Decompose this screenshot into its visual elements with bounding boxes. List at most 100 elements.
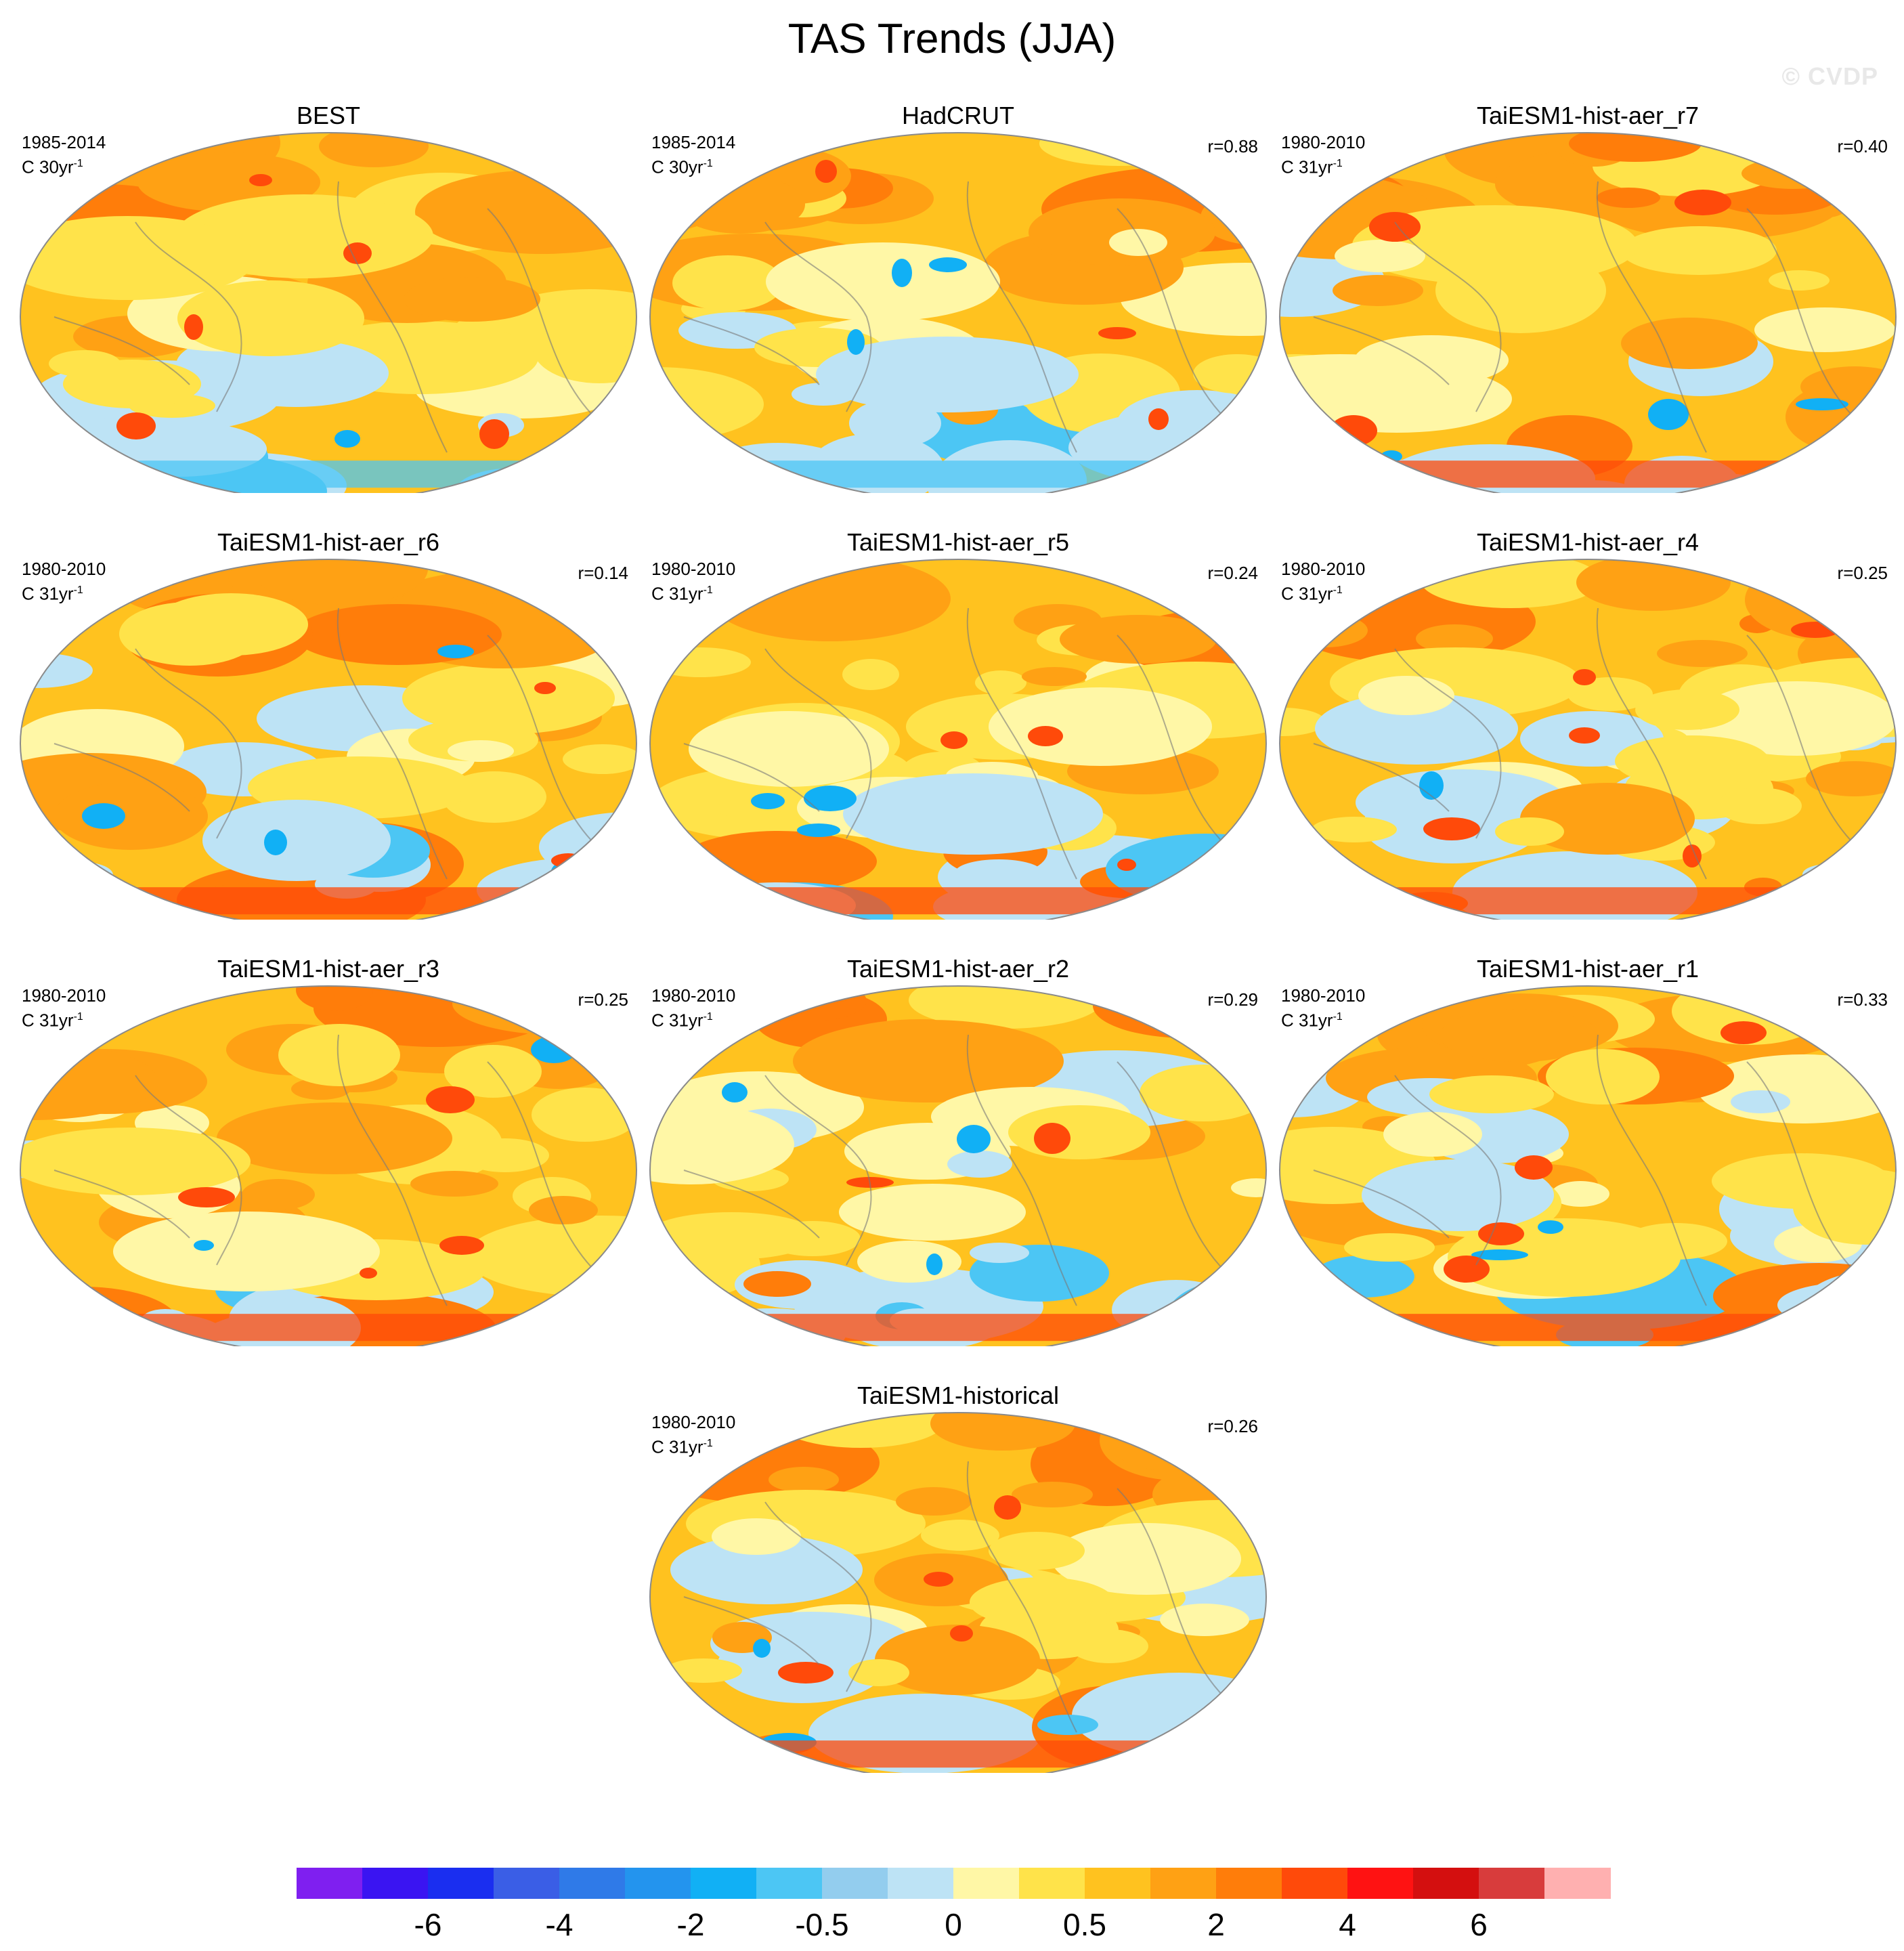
coastline xyxy=(1313,607,1856,880)
contour-blob xyxy=(970,1243,1029,1263)
contour-blob xyxy=(531,1036,577,1063)
map-panel: TaiESM1-hist-aer_r3 1980-2010 C 31yr-1 r=0.… xyxy=(14,953,643,1346)
panel-correlation: r=0.88 xyxy=(1207,136,1258,156)
contour-blob xyxy=(82,803,125,829)
contour-blob xyxy=(278,1024,400,1086)
map-panel: TaiESM1-historical 1980-2010 C 31yr-1 r=0.2… xyxy=(643,1380,1273,1773)
robinson-map xyxy=(20,559,637,920)
contour-blob xyxy=(343,242,372,264)
southern-ocean-band xyxy=(650,1740,1266,1768)
colorbar-cell xyxy=(822,1868,888,1899)
map-outline xyxy=(1279,985,1897,1346)
contour-blob xyxy=(766,242,1000,321)
contour-blob xyxy=(293,604,502,665)
contour-blob xyxy=(926,1253,943,1275)
contour-blob xyxy=(816,337,1079,412)
contour-blob xyxy=(764,1221,861,1256)
contour-blob xyxy=(1352,205,1638,285)
contour-blob xyxy=(1573,669,1596,685)
contour-blob xyxy=(797,823,840,837)
contour-blob xyxy=(722,1082,748,1102)
colorbar-label: -4 xyxy=(545,1907,574,1942)
contour-blob xyxy=(249,174,272,186)
coastline xyxy=(683,1461,1226,1733)
contour-blob xyxy=(1098,327,1136,339)
contour-blob xyxy=(1495,817,1564,846)
contour-blob xyxy=(534,682,556,694)
panel-period: 1980-2010 xyxy=(651,985,736,1006)
colorbar-cell xyxy=(1479,1868,1545,1899)
contour-blob xyxy=(1344,1233,1435,1262)
contour-blob xyxy=(1806,761,1896,796)
panel-title: TaiESM1-hist-aer_r7 xyxy=(1476,102,1700,129)
contour-blob xyxy=(563,744,636,774)
contour-blob xyxy=(1112,1280,1240,1339)
robinson-map xyxy=(20,985,637,1346)
contour-blob xyxy=(1440,1009,1599,1062)
panel-title: TaiESM1-hist-aer_r3 xyxy=(217,955,440,983)
contour-blob xyxy=(930,1413,1075,1451)
colorbar-label: 2 xyxy=(1207,1907,1225,1942)
contour-blob xyxy=(1333,275,1423,306)
panel-units: C 31yr-1 xyxy=(22,1010,83,1031)
contour-blob xyxy=(529,1196,598,1224)
contour-blob xyxy=(242,1179,315,1210)
contour-blob xyxy=(1416,624,1493,653)
coastline xyxy=(53,1034,597,1306)
panel-correlation: r=0.29 xyxy=(1207,989,1258,1010)
colorbar-cell xyxy=(1216,1868,1282,1899)
contour-blob xyxy=(1421,559,1601,608)
contour-blob xyxy=(751,793,785,809)
contour-blob xyxy=(940,731,968,749)
contour-blob xyxy=(896,1487,972,1516)
contour-blob xyxy=(53,782,208,850)
contour-blob xyxy=(1657,640,1748,667)
panel-units: C 31yr-1 xyxy=(22,583,83,604)
contour-blob xyxy=(334,430,360,448)
contour-blob xyxy=(410,1171,498,1197)
contour-blob xyxy=(1109,229,1167,256)
contour-blob xyxy=(532,1088,636,1142)
contour-blob xyxy=(1212,1035,1266,1063)
panel-title: TaiESM1-hist-aer_r6 xyxy=(217,528,440,556)
map-outline xyxy=(20,985,637,1346)
southern-ocean-band xyxy=(650,1314,1266,1342)
contour-blob xyxy=(753,1639,771,1658)
contour-blob xyxy=(1231,1178,1266,1197)
contour-blob xyxy=(178,1187,235,1207)
contour-blob xyxy=(1817,439,1896,487)
contour-blob xyxy=(1423,817,1480,840)
colorbar-cell xyxy=(297,1868,363,1899)
colorbar-label: -6 xyxy=(414,1907,442,1942)
panel-units: C 31yr-1 xyxy=(651,583,713,604)
contour-blob xyxy=(1697,681,1896,756)
panel-correlation: r=0.26 xyxy=(1207,1416,1258,1436)
contour-blob xyxy=(1471,1249,1528,1260)
panel-period: 1980-2010 xyxy=(22,985,106,1006)
contour-blob xyxy=(1793,1169,1896,1245)
contour-blob xyxy=(551,853,585,868)
contour-blob xyxy=(909,986,1102,1029)
southern-ocean-band xyxy=(650,460,1266,488)
contour-blob xyxy=(527,460,609,483)
southern-ocean-band xyxy=(650,887,1266,915)
contour-blob xyxy=(1569,727,1600,744)
southern-ocean-band xyxy=(20,887,636,915)
contour-blob xyxy=(1369,212,1421,242)
contour-blob xyxy=(479,419,509,449)
contour-blob xyxy=(650,1455,713,1488)
contour-blob xyxy=(842,659,899,690)
robinson-map xyxy=(1279,985,1897,1346)
colorbar-cell xyxy=(494,1868,560,1899)
colorbar-cell xyxy=(953,1868,1020,1899)
panel-title: HadCRUT xyxy=(901,102,1015,129)
map-panel: TaiESM1-hist-aer_r5 1980-2010 C 31yr-1 r=0.… xyxy=(643,527,1273,920)
contour-blob xyxy=(1034,1123,1070,1154)
contour-blob xyxy=(970,1577,1115,1627)
contour-blob xyxy=(1635,689,1739,730)
figure-title: TAS Trends (JJA) xyxy=(787,16,1117,62)
contour-blob xyxy=(1683,844,1702,867)
contour-blob xyxy=(710,559,951,641)
colorbar-cell xyxy=(1544,1868,1611,1899)
contour-blob xyxy=(1551,1181,1609,1207)
